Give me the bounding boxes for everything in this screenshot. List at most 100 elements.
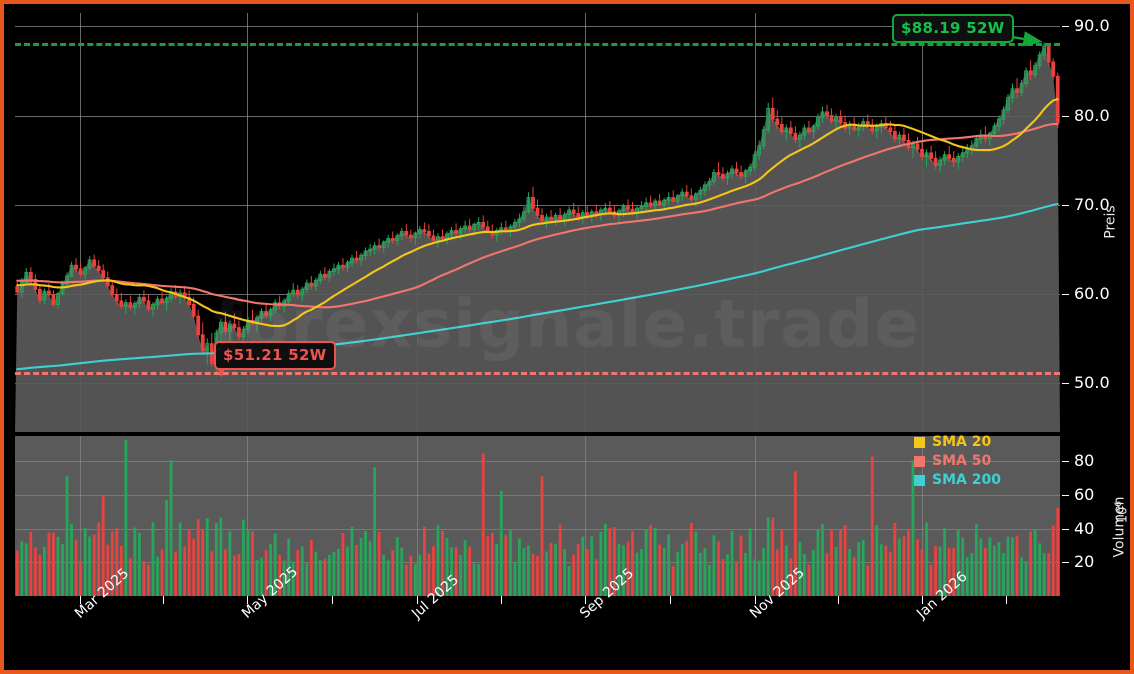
volume-bar xyxy=(260,557,263,596)
candle-body xyxy=(603,207,608,211)
fifty-two-week-low-annotation: $51.21 52W xyxy=(214,341,336,370)
fifty-two-week-high-line xyxy=(15,42,1060,46)
price-axis-tick xyxy=(1062,115,1069,117)
candle-body xyxy=(436,236,440,241)
candle-body xyxy=(761,129,766,147)
candle-body xyxy=(359,254,363,261)
volume-bar xyxy=(898,538,901,596)
candle-body xyxy=(481,222,486,228)
candle-body xyxy=(381,241,386,248)
volume-bar xyxy=(65,475,69,596)
candle-body xyxy=(92,259,97,267)
candle-body xyxy=(874,126,879,132)
candle-body xyxy=(110,285,115,296)
legend-item-sma200: SMA 200 xyxy=(914,472,1001,489)
volume-bar xyxy=(332,551,336,596)
candle-body xyxy=(902,134,906,141)
volume-bar xyxy=(183,546,187,596)
volume-bar xyxy=(1029,531,1032,596)
candle-body xyxy=(793,132,798,141)
volume-bar xyxy=(653,527,657,596)
volume-bar xyxy=(667,534,671,596)
x-axis-tick xyxy=(417,596,419,604)
volume-bar xyxy=(445,538,449,596)
volume-bar xyxy=(784,545,788,596)
volume-bar xyxy=(373,467,377,596)
volume-bar xyxy=(988,537,992,596)
volume-axis-tick xyxy=(1062,461,1069,463)
candle-body xyxy=(544,216,549,222)
volume-bar xyxy=(151,522,155,596)
candle-body xyxy=(123,302,128,307)
volume-bar xyxy=(43,546,46,596)
candle-body xyxy=(684,191,689,197)
volume-bar xyxy=(993,545,996,596)
volume-bar xyxy=(622,545,625,596)
volume-bar xyxy=(38,554,42,596)
volume-gridline-vertical xyxy=(584,436,586,596)
candle-body xyxy=(300,288,305,296)
candle-body xyxy=(558,214,563,220)
candle-body xyxy=(648,202,653,207)
volume-axis-exponent: 106 xyxy=(1114,501,1130,523)
volume-bar xyxy=(775,549,779,596)
volume-bar xyxy=(368,541,372,596)
volume-bar xyxy=(124,439,128,596)
candle-body xyxy=(304,282,309,290)
volume-bar xyxy=(812,549,815,596)
volume-bar xyxy=(581,536,585,596)
candle-body xyxy=(621,205,626,212)
volume-gridline-vertical xyxy=(246,436,248,596)
candle-body xyxy=(205,343,210,352)
volume-axis-label: 40 xyxy=(1074,518,1095,538)
x-axis-tick xyxy=(331,596,333,604)
candle-body xyxy=(951,157,956,163)
candle-body xyxy=(1051,61,1056,77)
volume-bar xyxy=(1042,553,1046,596)
candle-body xyxy=(892,131,897,140)
price-chart-panel xyxy=(15,13,1060,433)
candle-body xyxy=(517,218,522,223)
volume-bar xyxy=(47,532,51,596)
volume-gridline-vertical xyxy=(922,436,924,596)
volume-bar xyxy=(834,547,838,596)
legend-label-sma20: SMA 20 xyxy=(932,434,992,450)
price-gridline-vertical xyxy=(417,13,419,432)
volume-bar xyxy=(513,561,517,596)
volume-bar xyxy=(943,528,947,596)
candle-body xyxy=(395,235,400,241)
candle-body xyxy=(522,211,526,220)
candle-body xyxy=(69,264,74,277)
candle-body xyxy=(911,143,915,149)
candle-body xyxy=(218,321,223,334)
candle-body xyxy=(739,172,743,177)
volume-axis-tick xyxy=(1062,528,1069,530)
volume-bar xyxy=(685,540,689,596)
volume-bar xyxy=(531,553,535,596)
volume-bar xyxy=(762,548,766,596)
candle-body xyxy=(51,294,56,306)
candle-body xyxy=(838,116,843,124)
volume-bar xyxy=(825,553,829,596)
candle-body xyxy=(671,197,676,202)
candle-body xyxy=(920,148,924,158)
candle-body xyxy=(770,107,775,120)
candle-body xyxy=(752,154,757,168)
volume-bar xyxy=(97,522,101,596)
volume-gridline-vertical xyxy=(79,436,81,596)
volume-bar xyxy=(757,560,761,596)
candle-body xyxy=(1042,45,1047,56)
candle-body xyxy=(567,209,572,215)
volume-bar xyxy=(400,547,404,596)
candle-body xyxy=(291,289,296,295)
candle-body xyxy=(639,205,644,209)
legend-item-sma20: SMA 20 xyxy=(914,434,1001,451)
candle-body xyxy=(454,230,458,234)
volume-bar xyxy=(481,453,485,596)
candle-body xyxy=(825,111,829,117)
candle-body xyxy=(924,152,929,158)
volume-bar xyxy=(364,530,367,596)
volume-bar xyxy=(219,517,223,596)
volume-axis-label: 80 xyxy=(1074,451,1095,471)
volume-bar xyxy=(454,547,458,596)
